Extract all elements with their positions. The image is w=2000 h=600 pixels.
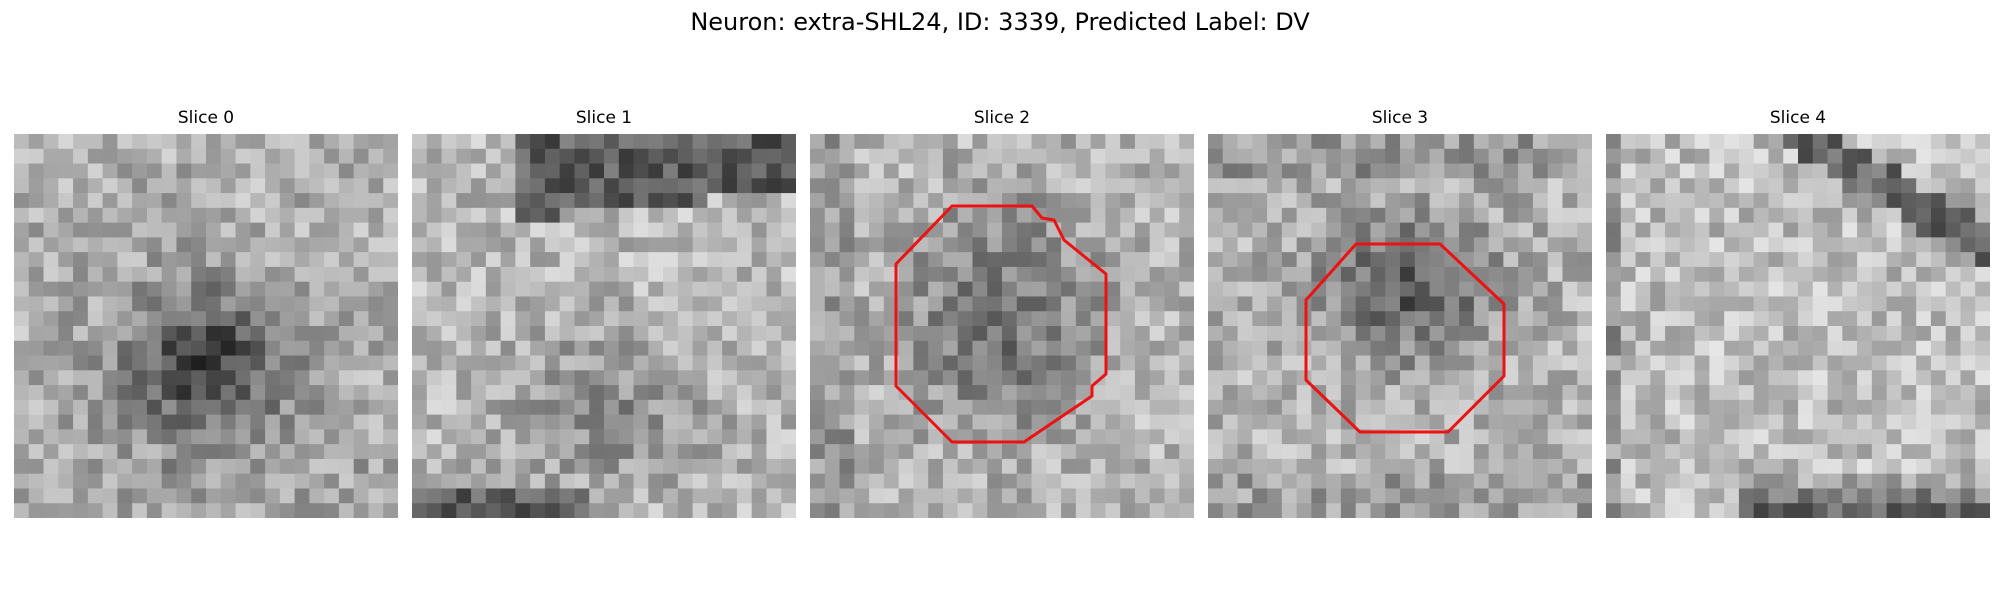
slice-image xyxy=(810,134,1194,518)
pixel-texture xyxy=(1606,134,1990,518)
slice-title: Slice 0 xyxy=(177,108,235,128)
slice-image xyxy=(412,134,796,518)
pixel-texture xyxy=(412,134,796,518)
slice-title: Slice 4 xyxy=(1769,108,1827,128)
pixel-texture xyxy=(810,134,1194,518)
roi-contour xyxy=(894,204,1108,444)
slice-title: Slice 3 xyxy=(1371,108,1429,128)
pixel-texture xyxy=(1208,134,1592,518)
slice-title: Slice 2 xyxy=(973,108,1031,128)
slice-title: Slice 1 xyxy=(575,108,633,128)
pixel-texture xyxy=(14,134,398,518)
figure-title: Neuron: extra-SHL24, ID: 3339, Predicted… xyxy=(690,8,1310,36)
slice-image xyxy=(1606,134,1990,518)
slice-image xyxy=(14,134,398,518)
slice-image xyxy=(1208,134,1592,518)
roi-contour xyxy=(1304,242,1506,434)
